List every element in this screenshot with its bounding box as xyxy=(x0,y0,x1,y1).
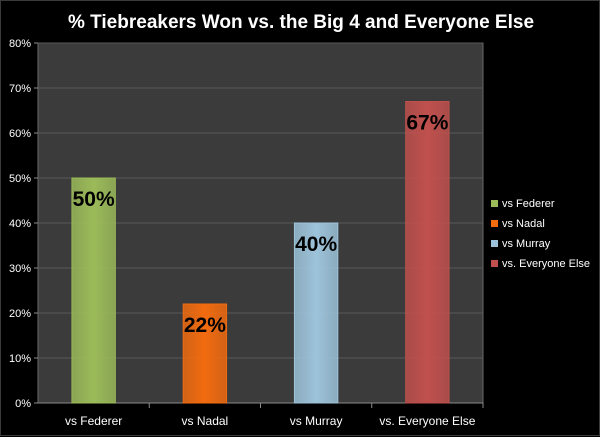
legend-label: vs Nadal xyxy=(502,218,545,230)
bar-vs-nadal xyxy=(182,303,228,404)
bar-vs-murray xyxy=(293,222,339,404)
x-tick-label: vs. Everyone Else xyxy=(379,414,475,428)
y-tick-label: 70% xyxy=(9,83,31,95)
data-label: 50% xyxy=(73,188,115,211)
y-tick-label: 0% xyxy=(15,398,31,410)
bar-vs-federer xyxy=(71,177,116,404)
y-tick-label: 80% xyxy=(9,38,31,50)
data-label: 40% xyxy=(295,233,337,256)
y-tick-label: 40% xyxy=(9,218,31,230)
y-tick-label: 20% xyxy=(9,308,31,320)
y-tick-label: 30% xyxy=(9,263,31,275)
bar-vs-everyone-else xyxy=(405,101,450,404)
data-label: 22% xyxy=(184,314,226,337)
y-tick-label: 60% xyxy=(9,128,31,140)
data-label: 67% xyxy=(406,112,448,135)
x-tick-label: vs Murray xyxy=(290,414,343,428)
legend-swatch xyxy=(491,240,498,247)
legend-label: vs Murray xyxy=(502,238,551,250)
legend-label: vs. Everyone Else xyxy=(502,258,590,270)
chart-title: % Tiebreakers Won vs. the Big 4 and Ever… xyxy=(68,12,534,33)
y-tick-label: 50% xyxy=(9,173,31,185)
y-tick-label: 10% xyxy=(9,353,31,365)
legend-swatch xyxy=(491,220,498,227)
legend-label: vs Federer xyxy=(502,198,555,210)
legend-swatch xyxy=(491,200,498,207)
legend-swatch xyxy=(491,260,498,267)
x-tick-label: vs Federer xyxy=(65,414,122,428)
x-tick-label: vs Nadal xyxy=(182,414,229,428)
